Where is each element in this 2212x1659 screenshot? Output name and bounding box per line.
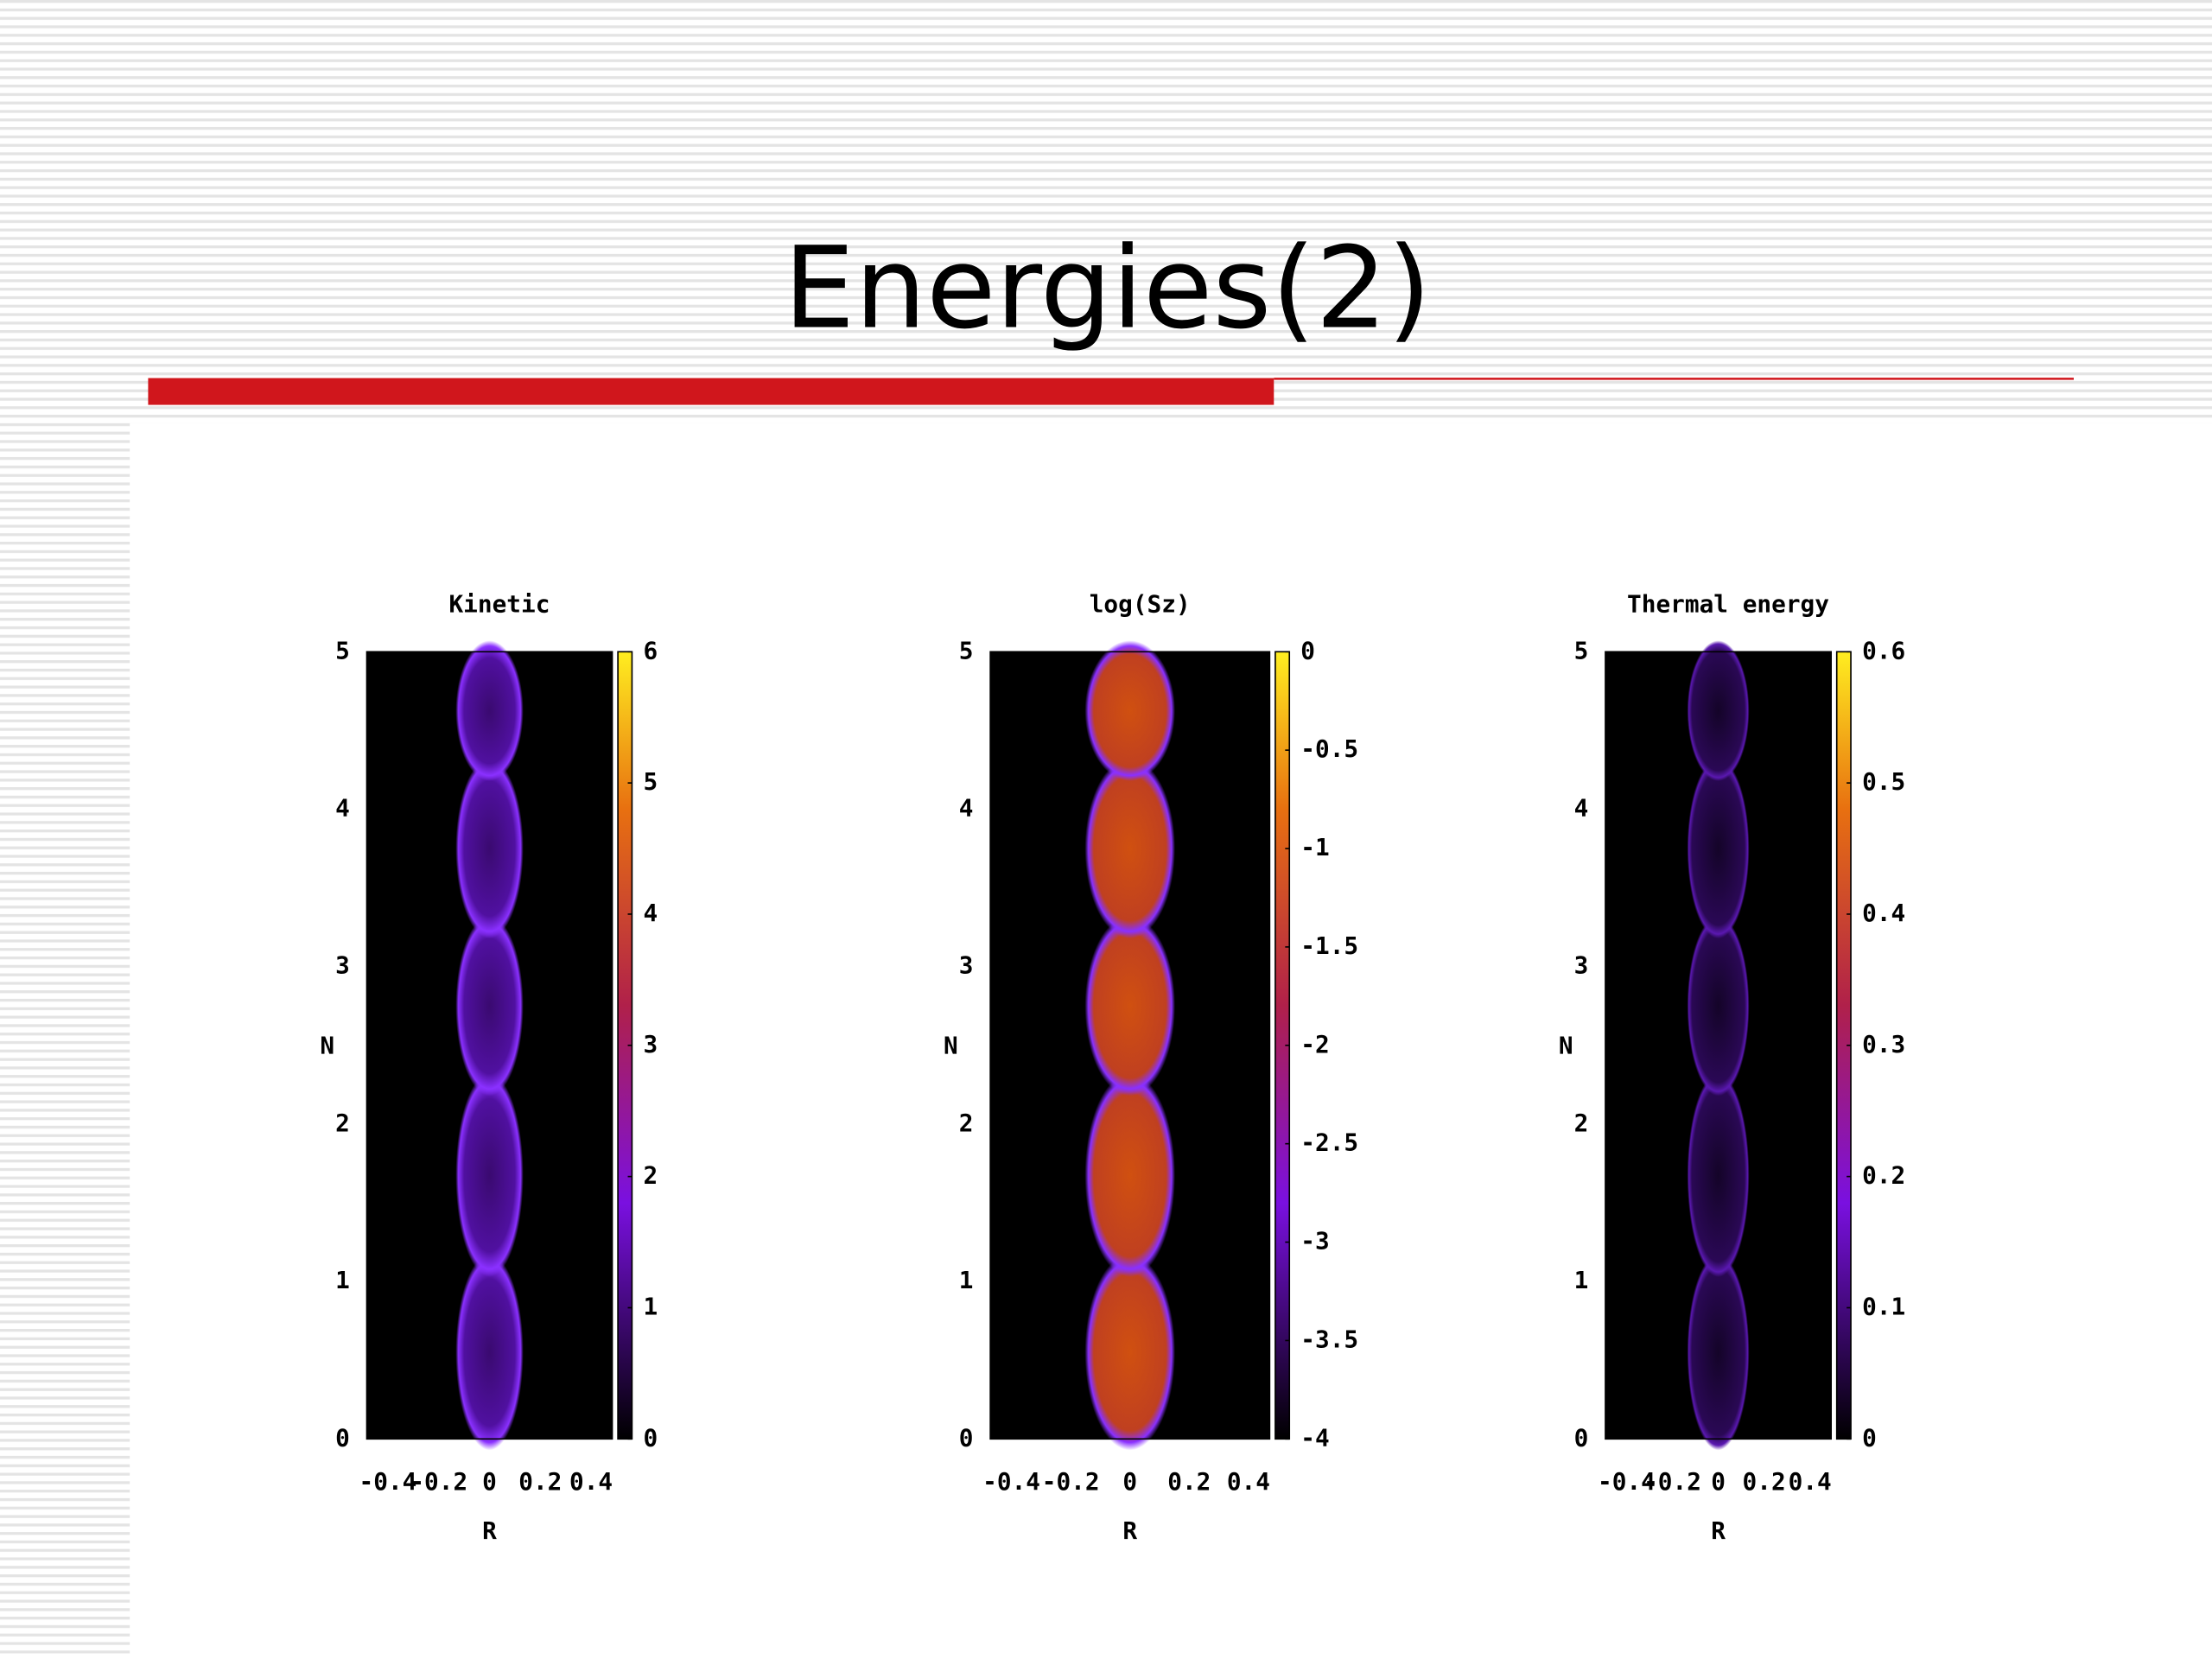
colorbar-tick-label: 0	[643, 1423, 658, 1452]
heatmap-feature	[1084, 1254, 1175, 1451]
y-tick-label: 5	[335, 636, 350, 664]
x-tick-label: -0.2	[1042, 1467, 1100, 1496]
y-tick-label: 2	[1574, 1109, 1589, 1137]
colorbar-tick-label: 3	[643, 1030, 658, 1058]
x-tick-label: 0.2	[518, 1467, 562, 1496]
y-tick-label: 1	[335, 1266, 350, 1294]
heatmap-feature	[455, 758, 524, 939]
x-tick-label: -0.2	[410, 1467, 467, 1496]
y-tick-label: 4	[1574, 793, 1589, 822]
y-tick-label: 2	[335, 1109, 350, 1137]
x-axis-label: R	[1711, 1516, 1726, 1545]
colorbar-tick-label: 0.2	[1862, 1161, 1905, 1190]
colorbar-tick-label: -0.5	[1300, 734, 1358, 763]
heatmap-feature	[1084, 1073, 1175, 1277]
y-axis-label: N	[944, 1031, 958, 1059]
colorbar-tick-label: -2.5	[1300, 1128, 1358, 1157]
heatmap-feature	[1084, 758, 1175, 939]
heatmap-feature	[1687, 640, 1750, 781]
colorbar-tick-label: 0	[1862, 1423, 1877, 1452]
y-tick-label: 0	[1574, 1423, 1589, 1452]
y-tick-label: 2	[959, 1109, 974, 1137]
colorbar-tick-label: 0.1	[1862, 1292, 1905, 1320]
y-tick-label: 0	[335, 1423, 350, 1452]
y-tick-label: 4	[959, 793, 974, 822]
heatmap-feature	[1687, 916, 1750, 1096]
x-tick-label: 0.4	[1789, 1467, 1832, 1496]
colorbar-tick-label: 0.3	[1862, 1030, 1905, 1058]
colorbar-tick-label: 0.4	[1862, 899, 1905, 927]
plot-title: log(Sz)	[1090, 589, 1191, 618]
colorbar-tick-label: -4	[1300, 1423, 1329, 1452]
y-tick-label: 5	[959, 636, 974, 664]
x-axis-label: R	[482, 1516, 497, 1545]
x-tick-label: -0.2	[1643, 1467, 1701, 1496]
plot-panel: log(Sz) R N 0 1 2 3 4 5 -0.4 -0.2 0 0.2 0.4 -4 -3.5 -3 -2…	[944, 589, 1358, 1545]
y-tick-label: 5	[1574, 636, 1589, 664]
x-tick-label: 0	[1711, 1467, 1726, 1496]
plot-frame	[1605, 651, 1832, 1440]
plot-title: Thermal energy	[1627, 589, 1829, 618]
plot-panel: Kinetic R N 0 1 2 3 4 5 -0.4-0.2 0 0.2 0.4 0 1 2 3 4 5 6	[320, 589, 658, 1545]
colorbar-tick-label: 0.5	[1862, 767, 1905, 796]
colorbar-tick-label: -1	[1300, 833, 1329, 861]
x-tick-label: 0.4	[569, 1467, 613, 1496]
colorbar-tick-label: 5	[643, 767, 658, 796]
y-tick-label: 0	[959, 1423, 974, 1452]
slide-title: Energies(2)	[784, 222, 1432, 353]
plot-frame	[989, 651, 1271, 1440]
colorbar-tick-label: 0.6	[1862, 636, 1905, 664]
y-tick-label: 1	[959, 1266, 974, 1294]
heatmap-feature	[1687, 758, 1750, 939]
y-tick-label: 4	[335, 793, 350, 822]
y-axis-label: N	[1559, 1031, 1573, 1059]
heatmap-feature	[455, 640, 524, 781]
x-tick-label: 0.2	[1167, 1467, 1211, 1496]
x-tick-label: -0.4	[982, 1467, 1040, 1496]
x-tick-label: 0	[482, 1467, 497, 1496]
y-tick-label: 3	[959, 951, 974, 980]
x-tick-label: 0.4	[1227, 1467, 1270, 1496]
x-tick-label: -0.4	[359, 1467, 417, 1496]
heatmap-feature	[455, 916, 524, 1096]
y-tick-label: 3	[335, 951, 350, 980]
x-tick-label: 0	[1122, 1467, 1137, 1496]
heatmap-feature	[455, 1254, 524, 1451]
heatmap-feature	[1687, 1254, 1750, 1451]
colorbar-tick-label: -3.5	[1300, 1325, 1358, 1353]
colorbar-tick-label: 1	[643, 1292, 658, 1320]
y-tick-label: 1	[1574, 1266, 1589, 1294]
colorbar-tick-label: 6	[643, 636, 658, 664]
y-tick-label: 3	[1574, 951, 1589, 980]
heatmap-feature	[1084, 916, 1175, 1096]
title-rule	[148, 378, 1274, 405]
colorbar-tick-label: -1.5	[1300, 931, 1358, 960]
x-tick-label: 0.2	[1743, 1467, 1786, 1496]
x-axis-label: R	[1122, 1516, 1137, 1545]
y-axis-label: N	[320, 1031, 334, 1059]
heatmap-feature	[455, 1073, 524, 1277]
heatmap-feature	[1687, 1073, 1750, 1277]
colorbar-tick-label: -3	[1300, 1227, 1329, 1255]
heatmap-feature	[1084, 640, 1175, 781]
colorbar-tick-label: 4	[643, 899, 658, 927]
plot-frame	[365, 651, 613, 1440]
colorbar-tick-label: 2	[643, 1161, 658, 1190]
plot-title: Kinetic	[448, 589, 550, 618]
colorbar-tick-label: -2	[1300, 1030, 1329, 1058]
colorbar-tick-label: 0	[1300, 636, 1315, 664]
x-tick-label: -0.4	[1598, 1467, 1656, 1496]
